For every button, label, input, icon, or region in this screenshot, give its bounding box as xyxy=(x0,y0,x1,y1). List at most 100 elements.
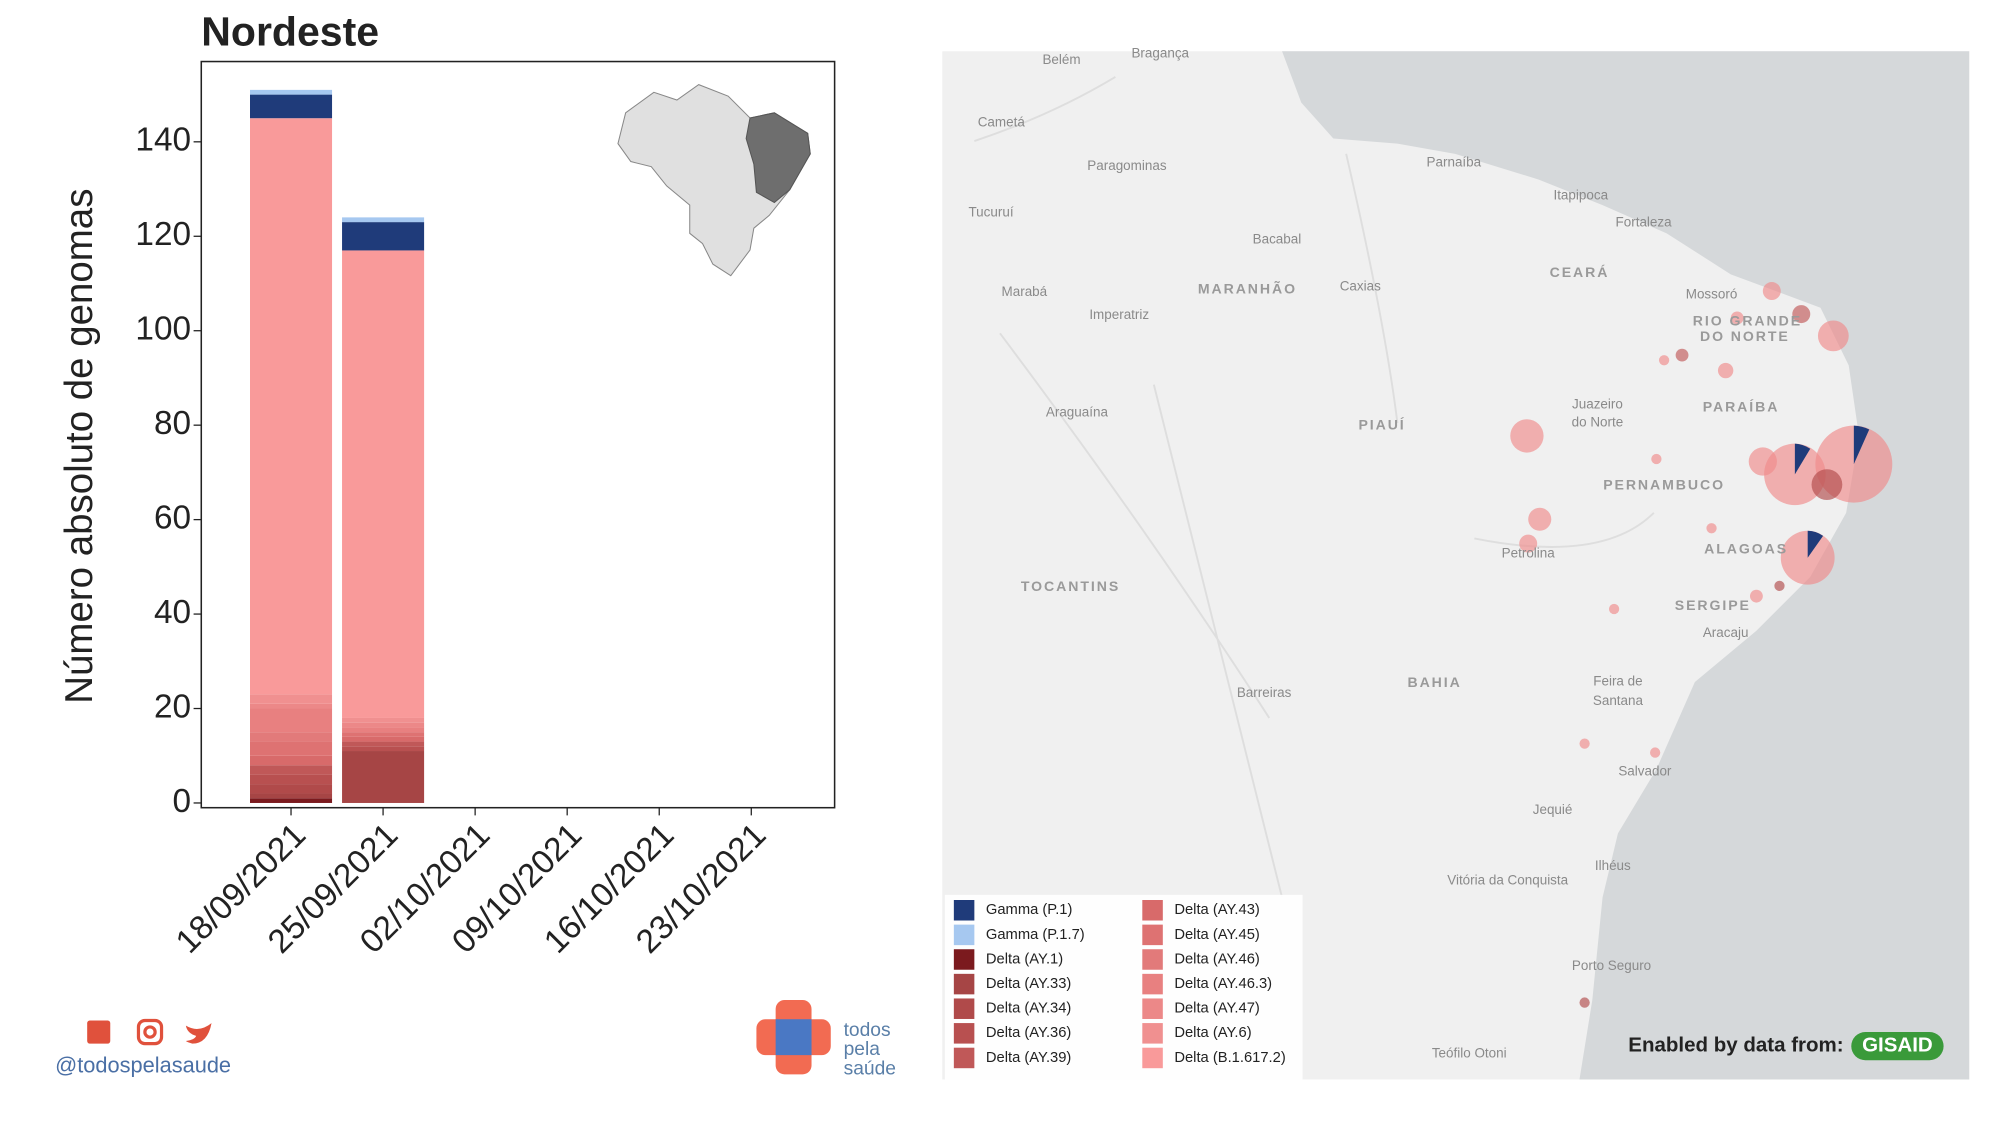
y-tick-label: 120 xyxy=(135,216,191,253)
map-label: do Norte xyxy=(1572,415,1624,430)
map-label: Bragança xyxy=(1131,45,1189,60)
map-circle xyxy=(1608,603,1620,615)
map-circle xyxy=(1675,348,1689,362)
bar-segment xyxy=(250,765,333,775)
legend-box xyxy=(944,894,1303,1080)
map-label: Porto Seguro xyxy=(1572,958,1651,973)
legend-label: Delta (AY.6) xyxy=(1174,1025,1251,1041)
map-label: TOCANTINS xyxy=(1021,578,1120,594)
map-label: Caxias xyxy=(1340,279,1381,294)
map-label: Feira de xyxy=(1593,674,1642,689)
map-label: Itapipoca xyxy=(1553,188,1608,203)
map-circle xyxy=(1730,311,1744,325)
map-circle xyxy=(1774,580,1785,592)
bar-segment xyxy=(250,755,333,766)
map-label: Belém xyxy=(1042,52,1080,67)
bar-segment xyxy=(250,774,333,785)
map-label: Teófilo Otoni xyxy=(1432,1045,1507,1060)
map-circle xyxy=(1762,282,1781,300)
legend-label: Delta (B.1.617.2) xyxy=(1174,1050,1285,1066)
map-label: Marabá xyxy=(1002,284,1048,299)
bar-segment xyxy=(250,784,333,794)
map-label: Petrolina xyxy=(1502,545,1556,560)
map-circle xyxy=(1658,355,1670,366)
brazil-inset xyxy=(617,84,811,277)
map-circle xyxy=(1510,419,1544,453)
legend-label: Delta (AY.46.3) xyxy=(1174,976,1272,992)
legend-swatch xyxy=(1142,924,1163,946)
map-label: Ilhéus xyxy=(1595,858,1631,873)
map-label: DO NORTE xyxy=(1700,328,1790,344)
bar-segment xyxy=(342,722,425,728)
map-circle xyxy=(1706,523,1717,534)
legend-swatch xyxy=(1142,973,1163,995)
map-label: Salvador xyxy=(1618,763,1672,778)
bar-segment xyxy=(250,694,333,704)
bar-segment xyxy=(342,217,425,223)
bar-segment xyxy=(342,222,425,251)
bar-segment xyxy=(342,732,425,737)
bar-segment xyxy=(250,118,333,695)
social-icons xyxy=(87,1018,212,1046)
y-tick-label: 20 xyxy=(154,688,191,725)
y-tick-label: 60 xyxy=(154,499,191,536)
map-label: Aracaju xyxy=(1703,625,1749,640)
bar-segment xyxy=(342,741,425,747)
gisaid-badge xyxy=(1851,1032,1944,1061)
map-label: Juazeiro xyxy=(1572,397,1623,412)
legend-swatch xyxy=(953,998,975,1019)
bar-segment xyxy=(342,736,425,742)
bar-segment xyxy=(342,250,425,718)
legend-label: Gamma (P.1.7) xyxy=(986,927,1085,943)
logo-text: pela xyxy=(844,1039,881,1060)
bar-segment xyxy=(250,793,333,799)
legend-swatch xyxy=(1142,900,1163,921)
legend-swatch xyxy=(953,949,975,970)
map-circle xyxy=(1519,534,1538,553)
map-label: Jequié xyxy=(1533,802,1573,817)
legend-label: Delta (AY.33) xyxy=(986,976,1071,992)
map-label: Araguaína xyxy=(1046,404,1109,419)
legend-label: Gamma (P.1) xyxy=(986,902,1073,918)
map-label: SERGIPE xyxy=(1675,597,1751,613)
bar-segment xyxy=(342,751,425,803)
legend-label: Delta (AY.34) xyxy=(986,1001,1071,1017)
map-label: MARANHÃO xyxy=(1198,279,1297,296)
legend-swatch xyxy=(953,973,975,995)
facebook-icon xyxy=(87,1020,111,1044)
chart-title: Nordeste xyxy=(201,8,379,54)
map-label: Mossoró xyxy=(1686,286,1738,301)
gisaid-text: GISAID xyxy=(1862,1034,1933,1057)
map-label: PERNAMBUCO xyxy=(1603,477,1725,493)
map: Belém Bragança Cametá Paragominas Parnaíba It… xyxy=(942,45,1970,1080)
bar-segment xyxy=(342,727,425,733)
nordeste-shape xyxy=(745,112,811,204)
map-circle xyxy=(1579,738,1590,749)
bar-segment xyxy=(250,732,333,742)
credit: Enabled by data from: xyxy=(1628,1034,1843,1057)
y-tick-label: 0 xyxy=(172,783,191,820)
map-label: PIAUÍ xyxy=(1358,416,1405,432)
bar-segment xyxy=(250,89,333,95)
map-circle xyxy=(1528,507,1552,531)
y-tick-label: 40 xyxy=(154,594,191,631)
y-tick-label: 140 xyxy=(135,122,191,159)
legend-label: Delta (AY.47) xyxy=(1174,1001,1259,1017)
bar-segment xyxy=(342,717,425,723)
map-label: Barreiras xyxy=(1237,685,1292,700)
legend-swatch xyxy=(953,900,975,921)
y-tick-label: 80 xyxy=(154,405,191,442)
map-circle xyxy=(1792,305,1811,324)
legend-label: Delta (AY.1) xyxy=(986,951,1063,967)
map-label: RIO GRANDE xyxy=(1693,313,1802,329)
map-circle xyxy=(1650,747,1661,758)
map-circle xyxy=(1811,469,1843,500)
legend-swatch xyxy=(953,924,975,946)
map-circle xyxy=(1717,362,1734,379)
map-label: ALAGOAS xyxy=(1704,541,1788,557)
legend-swatch xyxy=(1142,1023,1163,1044)
instagram-icon xyxy=(136,1018,164,1046)
logo-center xyxy=(775,1019,812,1056)
map-label: Imperatriz xyxy=(1089,307,1149,322)
